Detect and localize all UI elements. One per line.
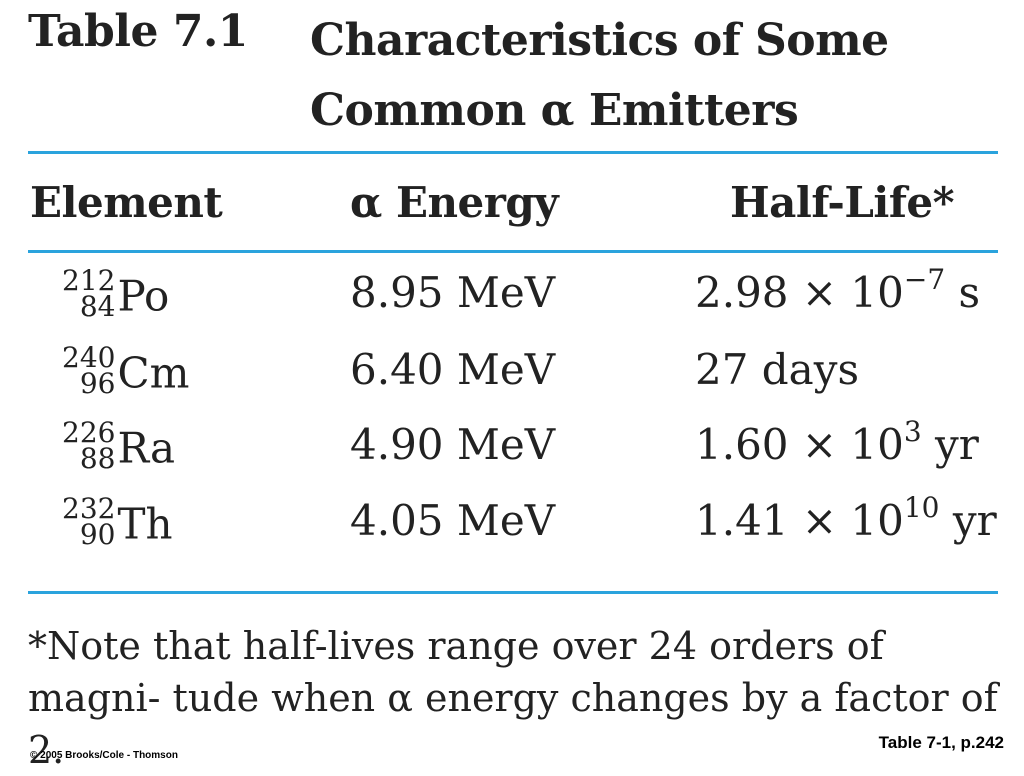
cell-alpha-energy: 4.90 MeV [350, 420, 556, 469]
half-life-unit: yr [939, 496, 997, 545]
isotope-numbers: 226 88 [62, 416, 116, 475]
half-life-unit: s [945, 268, 981, 317]
header-alpha-energy: α Energy [350, 178, 559, 227]
page-reference: Table 7-1, p.242 [878, 733, 1004, 752]
mass-number: 226 [62, 416, 116, 449]
mass-number: 212 [62, 264, 116, 297]
mass-number: 232 [62, 492, 116, 525]
atomic-number: 88 [79, 442, 116, 475]
cell-half-life: 27 days [695, 345, 859, 394]
mass-number: 240 [62, 341, 116, 374]
bottom-rule [28, 591, 998, 594]
table-row: 212 84 Po 8.95 MeV 2.98 × 10−7 s [0, 264, 1024, 340]
half-life-value: 2.98 × 10 [695, 268, 904, 317]
table-row: 232 90 Th 4.05 MeV 1.41 × 1010 yr [0, 492, 1024, 568]
half-life-value: 27 days [695, 345, 860, 394]
cell-alpha-energy: 4.05 MeV [350, 496, 556, 545]
top-rule [28, 151, 998, 154]
header-element: Element [30, 178, 223, 227]
element-symbol: Po [117, 271, 170, 321]
isotope-numbers: 240 96 [62, 341, 116, 400]
atomic-number: 96 [79, 367, 116, 400]
isotope-numbers: 232 90 [62, 492, 116, 551]
atomic-number: 90 [79, 518, 116, 551]
isotope-numbers: 212 84 [62, 264, 116, 323]
table-footnote: *Note that half-lives range over 24 orde… [28, 624, 998, 772]
table-row: 226 88 Ra 4.90 MeV 1.60 × 103 yr [0, 416, 1024, 492]
element-symbol: Cm [117, 348, 190, 398]
cell-half-life: 1.60 × 103 yr [695, 418, 979, 470]
copyright-text: © 2005 Brooks/Cole - Thomson [30, 750, 178, 761]
element-symbol: Ra [117, 423, 176, 473]
atomic-number: 84 [79, 290, 116, 323]
cell-element: 232 90 Th [62, 492, 173, 551]
header-half-life: Half-Life* [730, 178, 955, 227]
cell-element: 212 84 Po [62, 264, 170, 323]
element-symbol: Th [117, 499, 173, 549]
cell-half-life: 2.98 × 10−7 s [695, 266, 981, 318]
table-row: 240 96 Cm 6.40 MeV 27 days [0, 341, 1024, 417]
cell-alpha-energy: 6.40 MeV [350, 345, 556, 394]
cell-alpha-energy: 8.95 MeV [350, 268, 556, 317]
table-label: Table 7.1 [28, 6, 248, 57]
half-life-value: 1.41 × 10 [695, 496, 904, 545]
half-life-exponent: 10 [903, 491, 940, 524]
header-rule [28, 250, 998, 253]
half-life-value: 1.60 × 10 [695, 420, 904, 469]
cell-element: 226 88 Ra [62, 416, 176, 475]
half-life-unit: yr [921, 420, 979, 469]
half-life-exponent: 3 [903, 415, 922, 448]
table-title: Characteristics of Some Common α Emitter… [310, 15, 889, 136]
cell-element: 240 96 Cm [62, 341, 190, 400]
cell-half-life: 1.41 × 1010 yr [695, 494, 997, 546]
half-life-exponent: −7 [903, 263, 946, 296]
